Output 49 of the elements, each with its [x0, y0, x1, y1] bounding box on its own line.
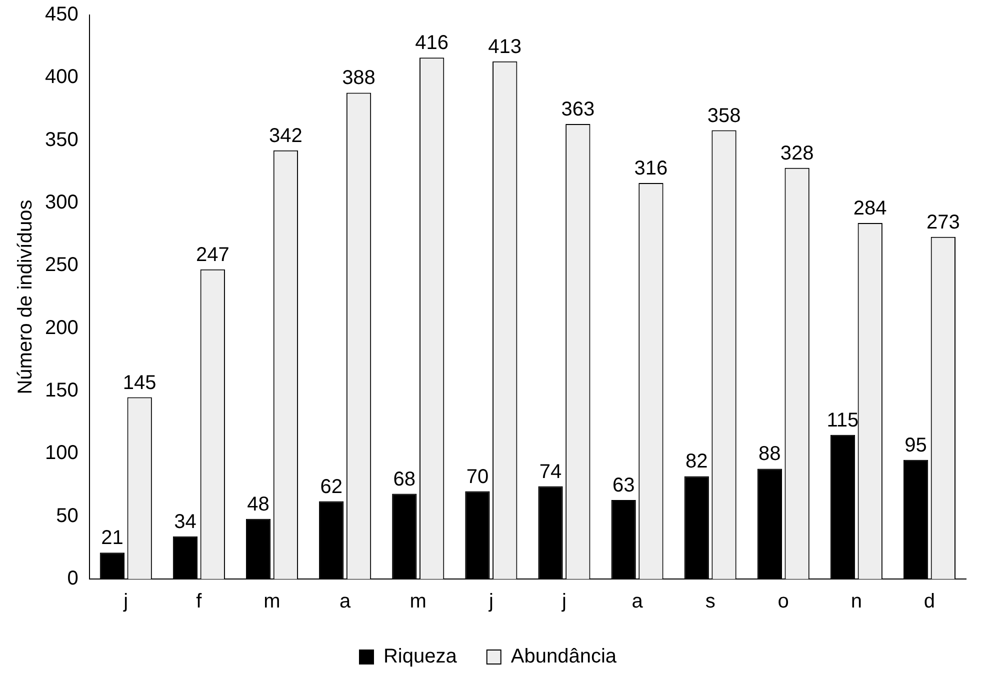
x-tick-label: m — [410, 590, 426, 613]
data-label: 70 — [466, 466, 489, 488]
y-tick-label: 300 — [44, 192, 78, 214]
data-label: 284 — [853, 198, 887, 220]
x-tick-label: j — [488, 590, 494, 613]
y-tick-label: 450 — [44, 4, 78, 26]
x-tick-label: j — [560, 590, 566, 613]
data-label: 363 — [561, 98, 595, 121]
y-axis-title: Número de indivíduos — [14, 200, 37, 394]
x-tick-label: s — [705, 590, 716, 613]
data-label: 95 — [904, 434, 927, 456]
y-tick-label: 250 — [44, 254, 78, 276]
x-tick-label: f — [196, 590, 202, 613]
data-label: 145 — [122, 372, 156, 394]
data-label: 74 — [539, 460, 562, 483]
data-label: 328 — [780, 142, 814, 164]
data-label: 247 — [196, 244, 230, 266]
data-label: 416 — [415, 32, 448, 54]
x-tick-label: j — [122, 590, 128, 613]
x-tick-label: d — [924, 590, 936, 613]
data-label: 62 — [320, 476, 342, 498]
data-label: 48 — [247, 493, 270, 516]
legend-label: Riqueza — [383, 646, 458, 668]
y-tick-label: 200 — [44, 316, 78, 339]
y-tick-label: 350 — [44, 128, 78, 151]
legend-label: Abundância — [510, 646, 618, 668]
data-label: 316 — [634, 157, 668, 180]
data-label: 388 — [342, 67, 376, 90]
data-label: 88 — [758, 443, 781, 466]
y-tick-label: 50 — [56, 504, 78, 527]
x-tick-label: o — [778, 590, 789, 613]
data-label: 63 — [612, 474, 635, 497]
y-tick-label: 0 — [67, 568, 78, 590]
data-label: 34 — [174, 510, 196, 533]
y-tick-label: 150 — [44, 380, 78, 402]
y-tick-label: 100 — [44, 442, 78, 464]
x-tick-label: a — [339, 590, 352, 613]
data-label: 68 — [393, 468, 416, 490]
y-tick-label: 400 — [44, 66, 78, 88]
data-label: 115 — [826, 409, 859, 432]
data-label: 21 — [101, 527, 124, 550]
data-label: 342 — [269, 124, 302, 147]
data-label: 82 — [685, 450, 708, 473]
x-tick-label: m — [264, 590, 280, 613]
x-tick-label: n — [850, 590, 862, 613]
data-label: 358 — [707, 104, 741, 127]
data-label: 413 — [488, 36, 522, 58]
data-label: 273 — [926, 211, 960, 234]
x-tick-label: a — [632, 590, 644, 613]
